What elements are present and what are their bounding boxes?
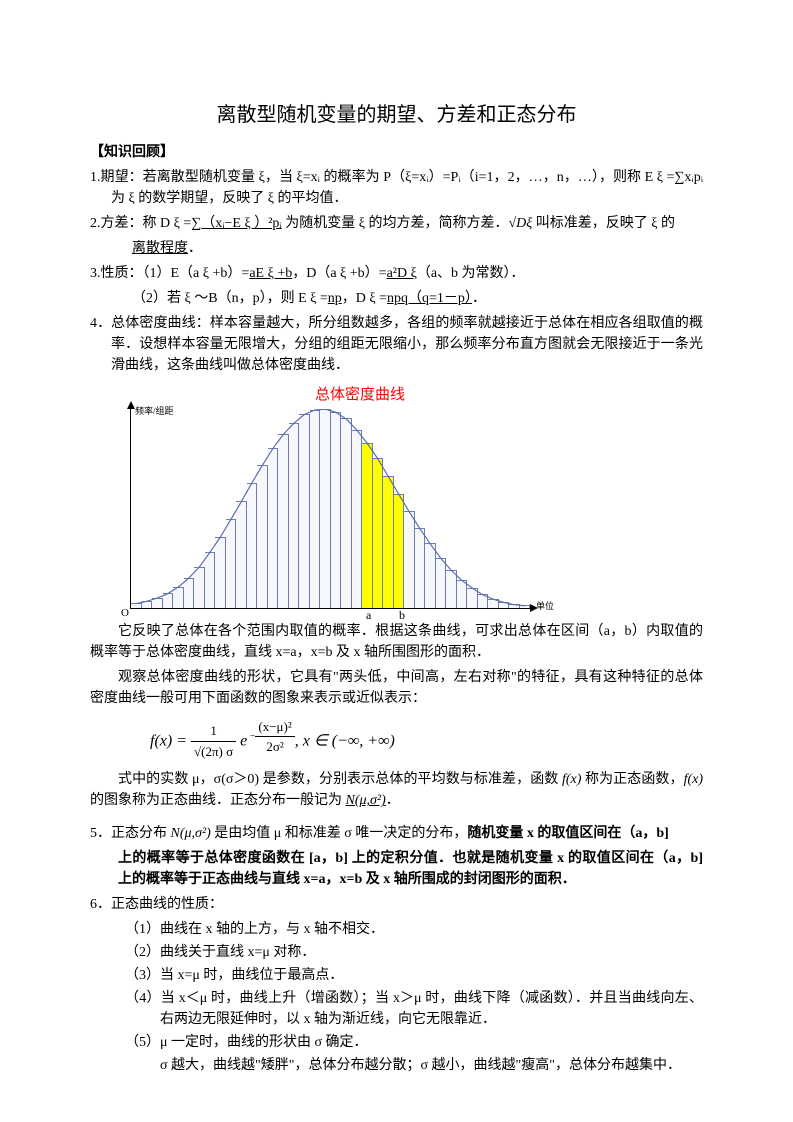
fx: f(x) [562, 772, 581, 787]
item-2b: 离散程度． [90, 238, 703, 259]
u: N(μ,σ²) [346, 793, 386, 808]
p62: （2）曲线关于直线 x=μ 对称． [90, 942, 703, 963]
t: ． [386, 793, 400, 808]
bar [425, 543, 436, 607]
bar [257, 465, 268, 608]
u: np [328, 291, 342, 306]
bar [499, 602, 510, 608]
item-1: 1.期望：若离散型随机变量 ξ，当 ξ=xᵢ 的概率为 P（ξ=xᵢ）=Pᵢ（i… [90, 167, 703, 209]
t: 的图象称为正态曲线．正态分布一般记为 [90, 793, 346, 808]
bars [131, 409, 530, 608]
n: N(μ,σ²) [171, 826, 211, 841]
bar [268, 448, 279, 607]
page-title: 离散型随机变量的期望、方差和正态分布 [90, 100, 703, 130]
para-1: 它反映了总体在各个范围内取值的概率．根据这条曲线，可求出总体在区间（a，b）内取… [90, 621, 703, 663]
bar [520, 605, 531, 607]
bar [446, 570, 457, 608]
formula: f(x) = 1√(2π) σ e −(x−μ)²2σ², x ∈ (−∞, +… [150, 717, 703, 762]
bar [352, 430, 363, 608]
x-label: 单位 [536, 600, 554, 614]
bar [320, 409, 331, 608]
bar [173, 587, 184, 608]
bar [310, 410, 321, 608]
u: npq（q=1－p） [387, 291, 472, 306]
fx: f(x) [684, 772, 703, 787]
u: a²D ξ [387, 266, 417, 281]
item-6: 6．正态曲线的性质： [90, 894, 703, 915]
item-2: 2.方差：称 D ξ =∑（xᵢ−E ξ ）²pᵢ 为随机变量 ξ 的均方差，简… [90, 213, 703, 234]
t: （a、b 为常数）． [417, 266, 525, 281]
bar [383, 476, 394, 608]
t: 5．正态分布 [90, 826, 171, 841]
y-arrow [127, 401, 135, 409]
t: 称为正态函数， [581, 772, 683, 787]
t: 是由均值 μ 和标准差 σ 唯一决定的分布， [211, 826, 468, 841]
p61: （1）曲线在 x 轴的上方，与 x 轴不相交． [90, 919, 703, 940]
bar [236, 501, 247, 607]
bar [299, 414, 310, 607]
t: 为随机变量 ξ 的均方差，简称方差． [282, 216, 509, 231]
p63: （3）当 x=μ 时，曲线位于最高点． [90, 965, 703, 986]
bar [436, 558, 447, 608]
bar [341, 418, 352, 607]
t: ，D（a ξ +b）= [292, 266, 386, 281]
bar [278, 434, 289, 608]
b-label: b [399, 606, 405, 624]
a-label: a [366, 606, 371, 624]
t: 2.方差：称 D ξ = [90, 216, 191, 231]
u: aE ξ +b [249, 266, 292, 281]
formula-tail: , x ∈ (−∞, +∞) [295, 732, 395, 749]
bar [226, 519, 237, 607]
p66: σ 越大，曲线越"矮胖"，总体分布越分散；σ 越小，曲线越"瘦高"，总体分布越集… [90, 1055, 703, 1076]
para-3: 式中的实数 μ，σ(σ＞0) 是参数，分别表示总体的平均数与标准差，函数 f(x… [90, 769, 703, 811]
bar [404, 511, 415, 607]
p65: （5）μ 一定时，曲线的形状由 σ 确定． [90, 1032, 703, 1053]
item-5: 5．正态分布 N(μ,σ²) 是由均值 μ 和标准差 σ 唯一决定的分布，随机变… [90, 823, 703, 844]
bar [373, 458, 384, 607]
bar [509, 604, 520, 607]
item-3a: 3.性质：（1）E（a ξ +b）=aE ξ +b，D（a ξ +b）=a²D … [90, 263, 703, 284]
bar [142, 601, 153, 608]
p64: （4）当 x＜μ 时，曲线上升（增函数）；当 x＞μ 时，曲线下降（减函数）．并… [90, 988, 703, 1030]
section-header: 【知识回顾】 [90, 142, 703, 163]
origin-label: O [121, 605, 129, 622]
sqrt: √Dξ [508, 216, 532, 231]
t: 式中的实数 μ，σ(σ＞0) 是参数，分别表示总体的平均数与标准差，函数 [118, 772, 562, 787]
b: 上的概率等于总体密度函数在 [a，b] 上的定积分值．也就是随机变量 x 的取值… [118, 851, 703, 887]
bar [131, 603, 142, 607]
bar [394, 494, 405, 608]
t: 叫标准差，反映了 ξ 的 [532, 216, 675, 231]
bar [247, 483, 258, 608]
bar [457, 580, 468, 608]
u: ∑（xᵢ−E ξ ）²pᵢ [191, 216, 281, 231]
t: 3.性质：（1）E（a ξ +b）= [90, 266, 249, 281]
item-3b: （2）若 ξ ～B（n，p），则 E ξ =np，D ξ =npq（q=1－p）… [90, 288, 703, 309]
bar [467, 588, 478, 608]
t: ． [472, 291, 486, 306]
t: ． [188, 241, 202, 256]
bar [478, 594, 489, 607]
bar [415, 528, 426, 608]
bar [215, 537, 226, 608]
bar [362, 443, 373, 608]
bar [194, 567, 205, 608]
bar [205, 552, 216, 607]
bar [152, 598, 163, 608]
bar [184, 578, 195, 608]
b: 随机变量 x 的取值区间在（a，b] [467, 826, 668, 841]
bar [163, 593, 174, 607]
density-chart: 总体密度曲线 频率/组距 单位 O a b [130, 384, 530, 609]
chart-title: 总体密度曲线 [130, 384, 530, 407]
para-2: 观察总体密度曲线的形状，它具有"两头低，中间高，左右对称"的特征，具有这种特征的… [90, 667, 703, 709]
chart-area: 频率/组距 单位 O a b [130, 409, 530, 609]
item-5b: 上的概率等于总体密度函数在 [a，b] 上的定积分值．也就是随机变量 x 的取值… [90, 848, 703, 890]
t: ，D ξ = [342, 291, 387, 306]
u: 离散程度 [132, 241, 188, 256]
bar [488, 599, 499, 608]
t: （2）若 ξ ～B（n，p），则 E ξ = [132, 291, 328, 306]
item-4: 4．总体密度曲线：样本容量越大，所分组数越多，各组的频率就越接近于总体在相应各组… [90, 313, 703, 376]
bar [331, 412, 342, 608]
bar [289, 423, 300, 608]
